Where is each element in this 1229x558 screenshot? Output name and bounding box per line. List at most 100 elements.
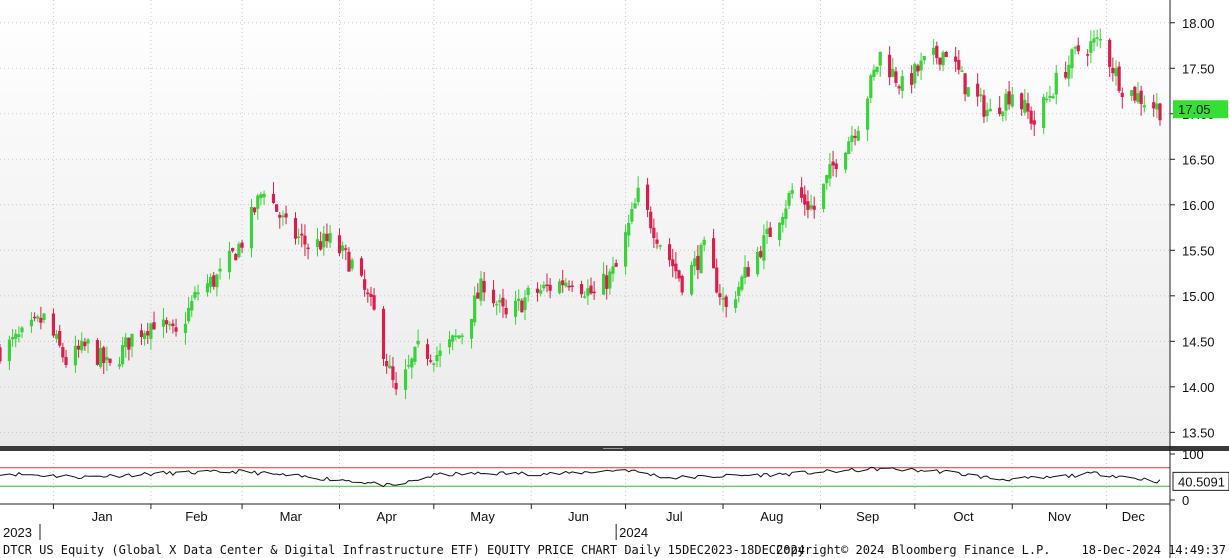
candle-body <box>998 107 1002 115</box>
candle-body <box>894 71 898 83</box>
candle-body <box>1086 54 1090 56</box>
candle-body <box>561 280 565 286</box>
candle-body <box>504 307 508 315</box>
month-tick-label: Apr <box>377 509 398 524</box>
candle-body <box>469 318 474 339</box>
candle-body <box>168 324 172 326</box>
candle-body <box>762 235 766 261</box>
candle-body <box>359 258 364 276</box>
candle-body <box>161 319 166 327</box>
candle-body <box>1045 98 1049 101</box>
price-panel-background <box>0 0 1170 446</box>
candle-body <box>410 358 414 368</box>
candle-body <box>183 323 188 334</box>
chart-timestamp: 18-Dec-2024 14:49:37 <box>1082 543 1227 557</box>
candle-body <box>344 248 348 250</box>
candle-body <box>0 347 2 362</box>
candle-body <box>143 333 147 339</box>
candle-body <box>227 250 232 273</box>
candlestick-series <box>0 28 1162 400</box>
candle-body <box>768 227 772 238</box>
candle-body <box>875 66 879 72</box>
candle-body <box>878 51 882 66</box>
candle-body <box>910 73 914 85</box>
candle-body <box>979 94 983 96</box>
candle-body <box>460 335 464 337</box>
candle-body <box>83 341 87 347</box>
candle-body <box>1051 96 1055 99</box>
candle-body <box>32 316 37 319</box>
candle-body <box>523 297 527 311</box>
candle-body <box>1070 49 1074 69</box>
candle-body <box>715 267 719 293</box>
last-price-label: 17.05 <box>1178 102 1211 117</box>
candle-body <box>73 345 78 366</box>
price-tick-label: 14.00 <box>1182 380 1215 395</box>
candle-body <box>121 345 125 365</box>
candle-body <box>139 330 144 337</box>
candle-body <box>828 164 832 179</box>
candle-body <box>432 363 436 365</box>
candle-body <box>205 283 210 293</box>
candle-body <box>712 238 716 269</box>
candle-body <box>253 207 257 213</box>
rsi-tick-label: 0 <box>1182 493 1189 508</box>
candle-body <box>913 63 917 84</box>
rsi-panel-background <box>0 451 1170 504</box>
candle-body <box>435 355 439 362</box>
candle-body <box>196 292 200 295</box>
candle-body <box>501 297 505 307</box>
candle-body <box>548 284 552 291</box>
candle-body <box>611 266 615 274</box>
candle-body <box>614 263 618 267</box>
candle-body <box>1155 103 1159 110</box>
candle-body <box>1007 91 1011 105</box>
candle-body <box>1114 68 1118 77</box>
candle-body <box>623 232 628 267</box>
candle-body <box>394 382 398 390</box>
candle-body <box>740 276 744 290</box>
price-tick-label: 18.00 <box>1182 16 1215 31</box>
candle-body <box>149 323 153 339</box>
price-tick-label: 14.50 <box>1182 334 1215 349</box>
candle-body <box>1092 38 1096 43</box>
candle-body <box>271 193 276 203</box>
candle-body <box>281 215 285 218</box>
month-tick-label: Mar <box>280 509 303 524</box>
candle-body <box>51 313 56 336</box>
candle-body <box>447 339 452 348</box>
candle-body <box>293 218 298 239</box>
candle-body <box>425 344 430 359</box>
rsi-value-tag <box>1172 471 1229 491</box>
candle-body <box>98 348 103 367</box>
candle-body <box>1120 92 1124 97</box>
month-tick-label: Jul <box>666 509 683 524</box>
candle-body <box>1152 102 1156 109</box>
candle-body <box>297 236 301 238</box>
candle-body <box>960 70 964 72</box>
candle-body <box>259 194 263 199</box>
month-tick-label: Feb <box>185 509 207 524</box>
candle-body <box>806 201 810 210</box>
candle-body <box>1139 90 1143 105</box>
candle-body <box>174 327 178 332</box>
candle-body <box>218 268 222 272</box>
candle-body <box>234 253 238 261</box>
candle-body <box>957 59 961 70</box>
candle-body <box>403 369 408 390</box>
candle-body <box>10 337 15 340</box>
candle-body <box>42 313 46 320</box>
candle-body <box>429 360 433 362</box>
candle-body <box>95 340 100 365</box>
candle-body <box>570 285 574 287</box>
candle-body <box>671 259 675 267</box>
candle-body <box>165 320 169 325</box>
candle-body <box>187 307 191 322</box>
candle-body <box>262 193 266 198</box>
candle-body <box>215 274 219 288</box>
candle-body <box>322 233 326 248</box>
candle-body <box>781 217 785 225</box>
candle-body <box>724 296 728 307</box>
candle-body <box>872 69 876 78</box>
candle-body <box>124 337 128 348</box>
